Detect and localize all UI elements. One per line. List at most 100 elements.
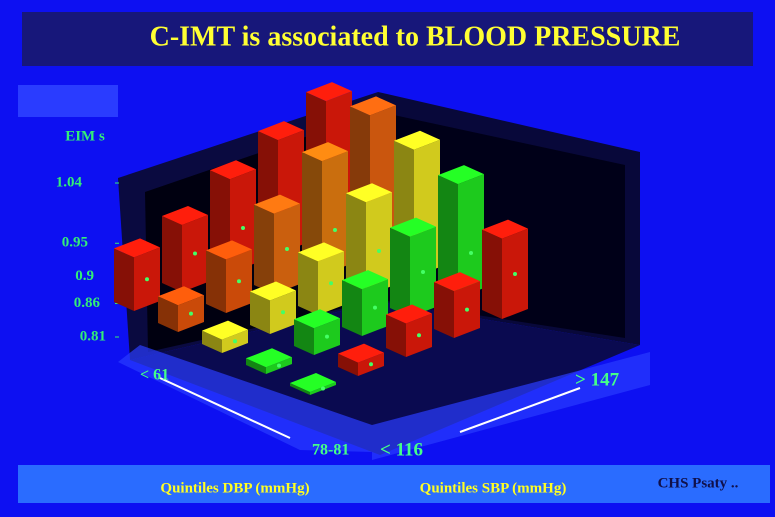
dbp-axis-label: Quintiles DBP (mmHg) xyxy=(160,480,309,496)
bar-top xyxy=(438,165,484,185)
sbp-start: < 116 xyxy=(380,439,423,460)
sbp-axis-label: Quintiles SBP (mmHg) xyxy=(420,480,567,496)
bar-side xyxy=(162,216,182,292)
bar-side xyxy=(246,358,266,374)
bar xyxy=(342,270,388,336)
bar xyxy=(438,165,484,298)
bar-front xyxy=(458,174,484,298)
bar xyxy=(338,343,384,376)
bar-top xyxy=(258,121,304,141)
bar-dot xyxy=(513,272,517,276)
bar-side xyxy=(294,319,314,355)
floor xyxy=(130,302,640,455)
bar-dot xyxy=(277,363,281,368)
bar-top xyxy=(482,219,528,239)
bar-top xyxy=(114,238,160,258)
footer-band xyxy=(18,465,770,503)
bar-dot xyxy=(369,362,373,367)
bar-dot xyxy=(189,311,193,316)
bar-dot xyxy=(237,279,241,284)
bar-side xyxy=(114,248,134,311)
bar-top xyxy=(338,343,384,363)
bar-front xyxy=(322,151,348,275)
bar-dot xyxy=(373,305,377,310)
bar xyxy=(114,238,160,311)
chart-title: C-IMT is associated to BLOOD PRESSURE xyxy=(150,21,681,52)
bar-top xyxy=(158,286,204,306)
y-axis-label: EIM s xyxy=(65,128,105,144)
bar xyxy=(254,194,300,294)
bar-side xyxy=(390,227,410,317)
bar-dot xyxy=(193,251,197,256)
bar-top xyxy=(206,240,252,260)
bar-top xyxy=(386,304,432,324)
bar-side xyxy=(338,353,358,376)
bar-top xyxy=(390,217,436,237)
bar xyxy=(482,219,528,319)
bar-side xyxy=(434,282,454,338)
y-tick-label: 0.86 xyxy=(74,295,101,311)
dbp-panel xyxy=(118,345,372,452)
bar xyxy=(206,240,252,313)
y-tick-label: 1.04 xyxy=(56,174,83,190)
bar xyxy=(202,320,248,353)
bar-side xyxy=(438,175,458,298)
bar xyxy=(346,183,392,296)
bar-side xyxy=(254,204,274,294)
bar-top xyxy=(294,309,340,329)
bar xyxy=(290,373,336,395)
bar-dot xyxy=(417,333,421,338)
bar xyxy=(390,217,436,317)
bar xyxy=(250,281,296,334)
bar-top xyxy=(394,130,440,150)
bar-side xyxy=(298,252,318,315)
bar-dot xyxy=(281,310,285,315)
sbp-arrow xyxy=(459,387,581,433)
bar-side xyxy=(206,250,226,313)
y-tick-label: 0.9 xyxy=(75,268,94,284)
blank-box xyxy=(18,85,118,117)
bar xyxy=(158,286,204,332)
bar xyxy=(246,348,292,374)
bar-dot xyxy=(325,334,329,339)
dbp-arrow xyxy=(159,377,291,439)
bar-dot xyxy=(285,247,289,251)
bar-side xyxy=(250,291,270,334)
bar-top xyxy=(306,82,352,102)
bar-side xyxy=(482,229,502,319)
bar xyxy=(434,272,480,338)
bar-side xyxy=(290,383,310,395)
dbp-start: < 61 xyxy=(140,367,169,384)
bar-top xyxy=(162,206,208,226)
bar-top xyxy=(202,320,248,340)
y-tick-label: 0.95 xyxy=(62,235,88,251)
bar-top xyxy=(254,194,300,214)
dbp-end: 78-81 xyxy=(312,442,349,459)
bar-dot xyxy=(329,281,333,286)
bar xyxy=(294,309,340,355)
bar-dot xyxy=(241,226,245,230)
sbp-panel xyxy=(372,352,650,460)
bar-side xyxy=(342,280,362,336)
bar-top xyxy=(434,272,480,292)
bar-dot xyxy=(145,277,149,282)
bar-dot xyxy=(233,339,237,344)
bar-top xyxy=(246,348,292,368)
bar-side xyxy=(346,193,366,296)
bar-top xyxy=(346,183,392,203)
bar xyxy=(162,206,208,292)
bar-dot xyxy=(465,307,469,312)
bar-top xyxy=(250,281,296,301)
bar xyxy=(298,242,344,315)
bar-top xyxy=(302,142,348,162)
source: CHS Psaty .. xyxy=(658,475,739,491)
bar xyxy=(302,142,348,275)
title-box xyxy=(22,12,753,66)
bar-side xyxy=(386,314,406,357)
bar-dot xyxy=(333,228,337,232)
bar-side xyxy=(202,330,222,353)
y-tick-label: 0.81 xyxy=(80,328,106,344)
bar-dot xyxy=(377,249,381,253)
bar xyxy=(386,304,432,357)
